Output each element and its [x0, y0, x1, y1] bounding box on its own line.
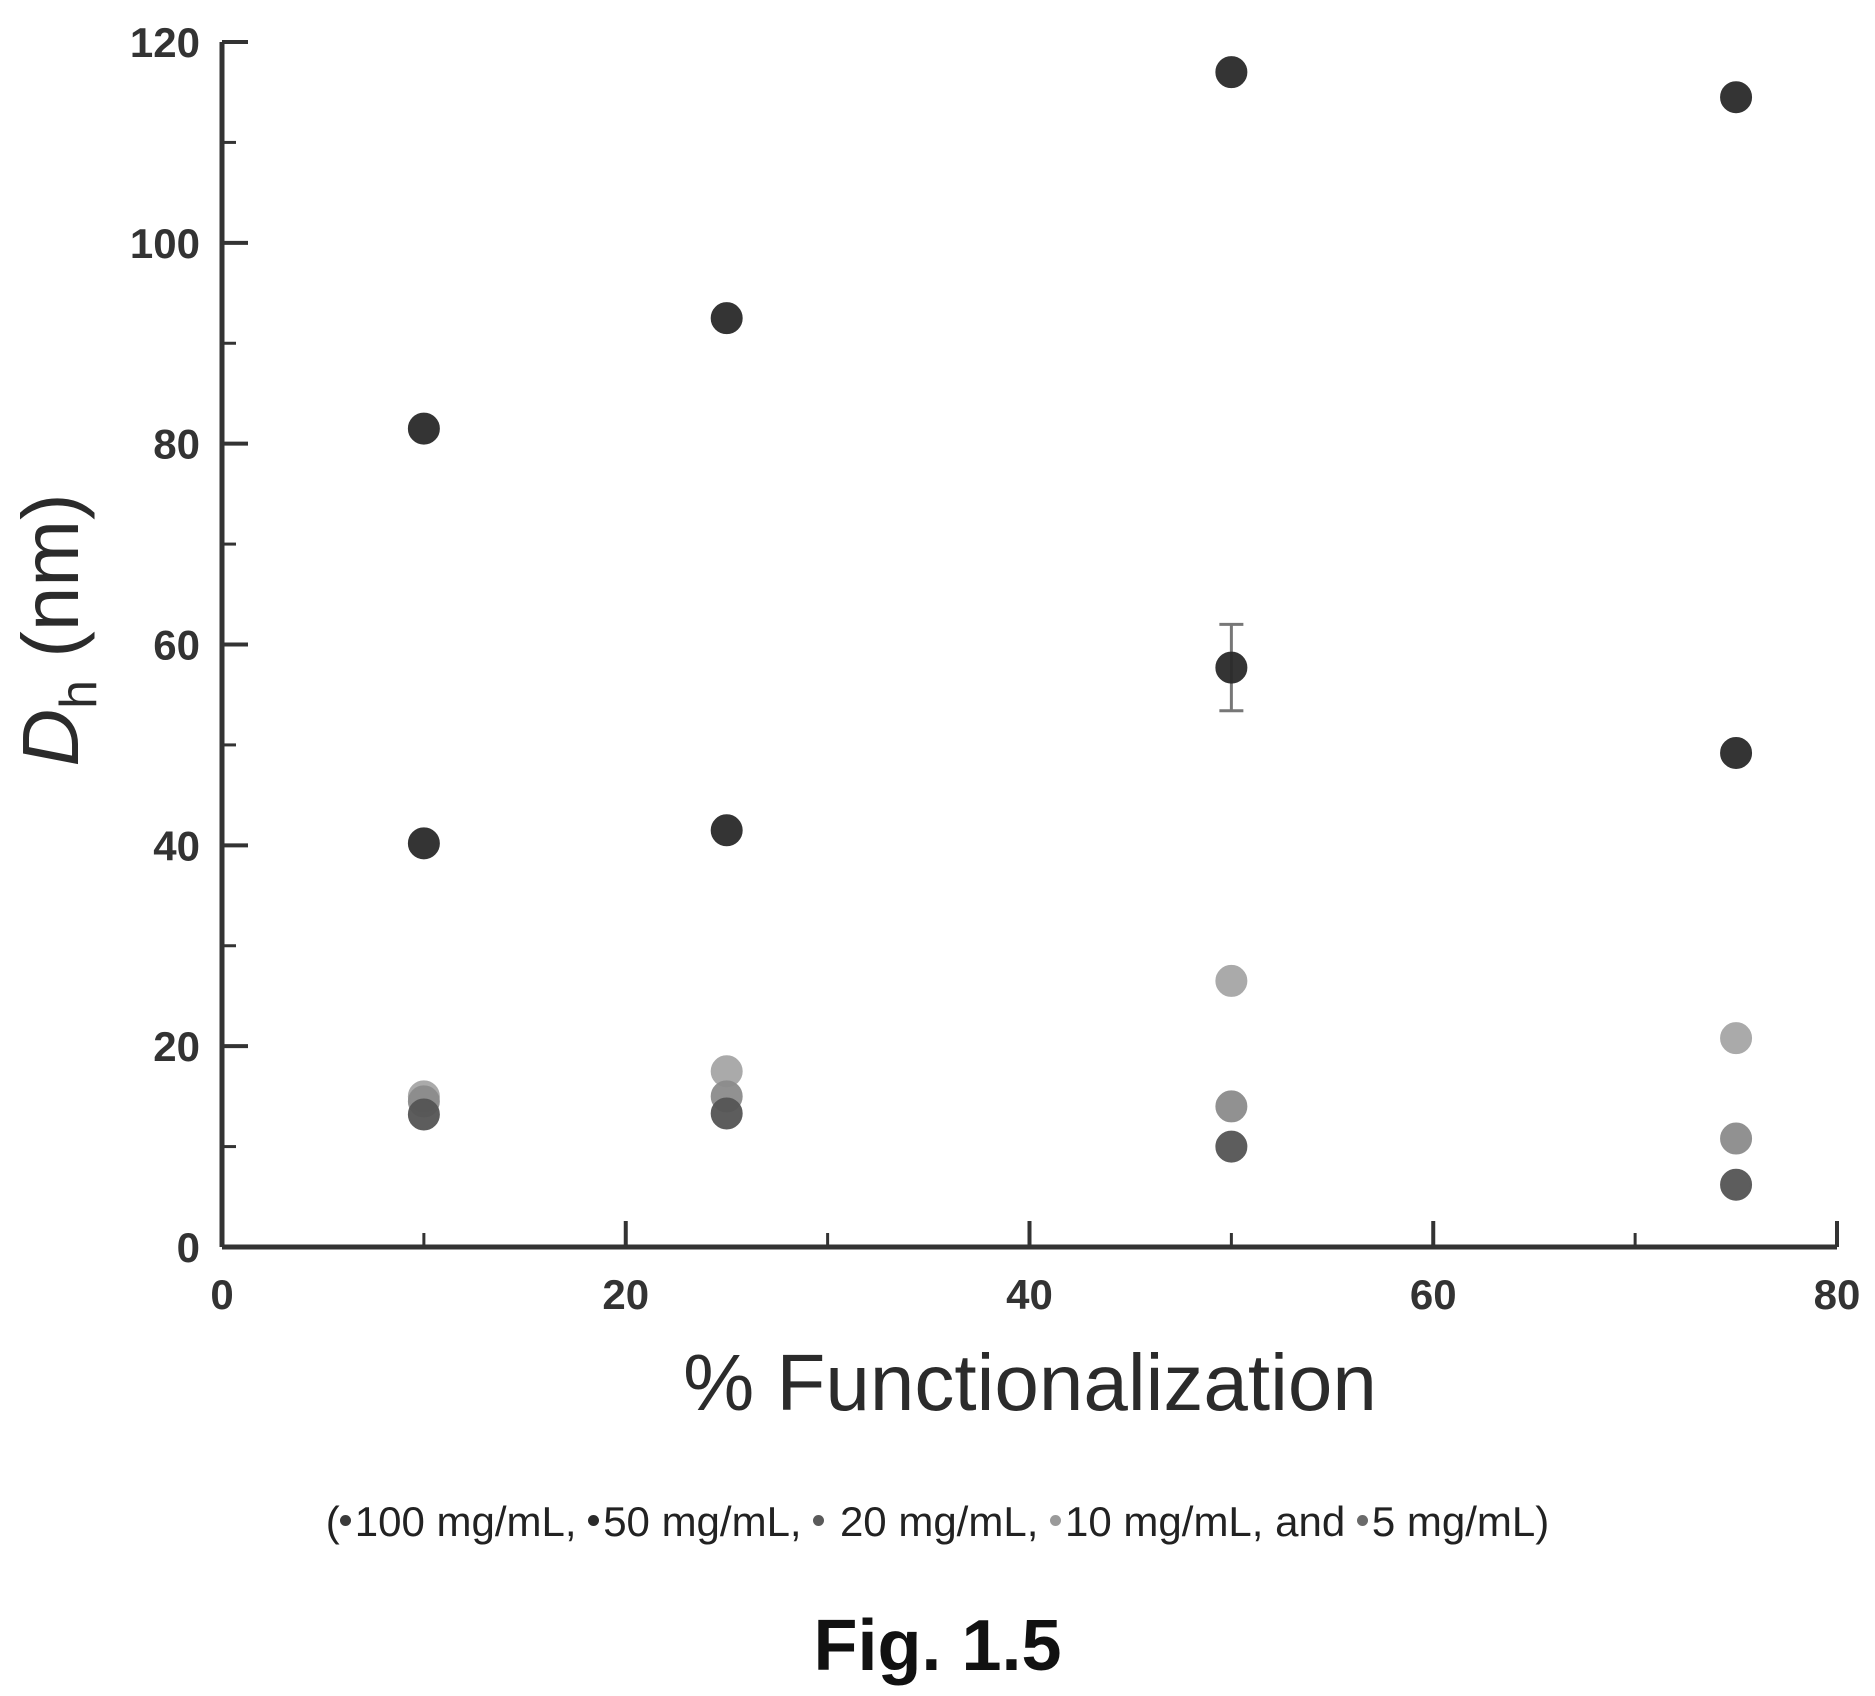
legend-open-paren: ( [325, 1498, 340, 1545]
y-tick-label: 100 [130, 220, 200, 267]
data-point [1720, 1022, 1753, 1055]
y-axis-title: Dh (nm) [6, 493, 108, 766]
axes [219, 42, 1837, 1250]
y-tick-label: 20 [153, 1023, 200, 1070]
data-point [1215, 56, 1248, 89]
legend-item-100: 100 mg/mL, [339, 1498, 589, 1545]
figure-label: Fig. 1.5 [813, 1606, 1062, 1686]
legend-marker-icon [1050, 1515, 1062, 1527]
data-point [1720, 81, 1753, 114]
data-point [407, 412, 440, 445]
x-tick-label: 20 [602, 1271, 649, 1318]
data-point [1215, 964, 1248, 997]
y-axis-title-main: D [6, 709, 95, 767]
legend-item-label: 20 mg/mL, [828, 1498, 1051, 1545]
legend-marker-icon [1356, 1515, 1368, 1527]
x-tick-label: 60 [1410, 1271, 1457, 1318]
data-point [407, 1098, 440, 1131]
x-tick-label: 80 [1814, 1271, 1861, 1318]
legend-item-50: 50 mg/mL, [588, 1498, 813, 1545]
data-point [710, 1097, 743, 1130]
y-tick-label: 60 [153, 622, 200, 669]
data-point [1215, 1090, 1248, 1123]
legend-item-label: 100 mg/mL, [354, 1498, 589, 1545]
data-point [1215, 651, 1248, 684]
ticks [220, 40, 1839, 1249]
legend-item-label: 5 mg/mL [1371, 1498, 1536, 1545]
legend-item-label: 10 mg/mL, and [1065, 1498, 1357, 1545]
y-axis-title-unit: (nm) [6, 493, 95, 680]
legend-close-paren: ) [1535, 1498, 1550, 1545]
data-point [1720, 1122, 1753, 1155]
y-axis-title-sub: h [50, 680, 108, 709]
data-point [1720, 1168, 1753, 1201]
legend-marker-icon [588, 1515, 600, 1527]
data-point [710, 302, 743, 335]
y-tick-label: 0 [177, 1224, 200, 1271]
legend-item-20: 20 mg/mL, [813, 1498, 1050, 1545]
scatter-chart: 0 20 40 60 80 0 20 40 60 80 100 120 % Functionaliza… [6, 19, 1860, 1427]
x-tick-label: 0 [210, 1271, 233, 1318]
legend-item-10: 10 mg/mL, and [1050, 1498, 1357, 1545]
y-tick-label: 80 [153, 421, 200, 468]
tick-labels: 0 20 40 60 80 0 20 40 60 80 100 120 [130, 19, 1860, 1318]
data-point [710, 814, 743, 847]
data-point [1215, 1130, 1248, 1163]
legend-marker-icon [339, 1515, 351, 1527]
x-axis-title: % Functionalization [683, 1338, 1377, 1427]
data-point [407, 827, 440, 860]
legend-item-5: 5 mg/mL [1356, 1498, 1536, 1545]
legend-item-label: 50 mg/mL, [603, 1498, 814, 1545]
data-points [407, 56, 1753, 1201]
x-tick-label: 40 [1006, 1271, 1053, 1318]
y-tick-label: 40 [153, 822, 200, 869]
legend: (100 mg/mL, 50 mg/mL, 20 mg/mL, 10 mg/mL… [0, 1498, 1875, 1546]
y-tick-label: 120 [130, 19, 200, 66]
legend-marker-icon [813, 1515, 825, 1527]
data-point [1720, 736, 1753, 769]
